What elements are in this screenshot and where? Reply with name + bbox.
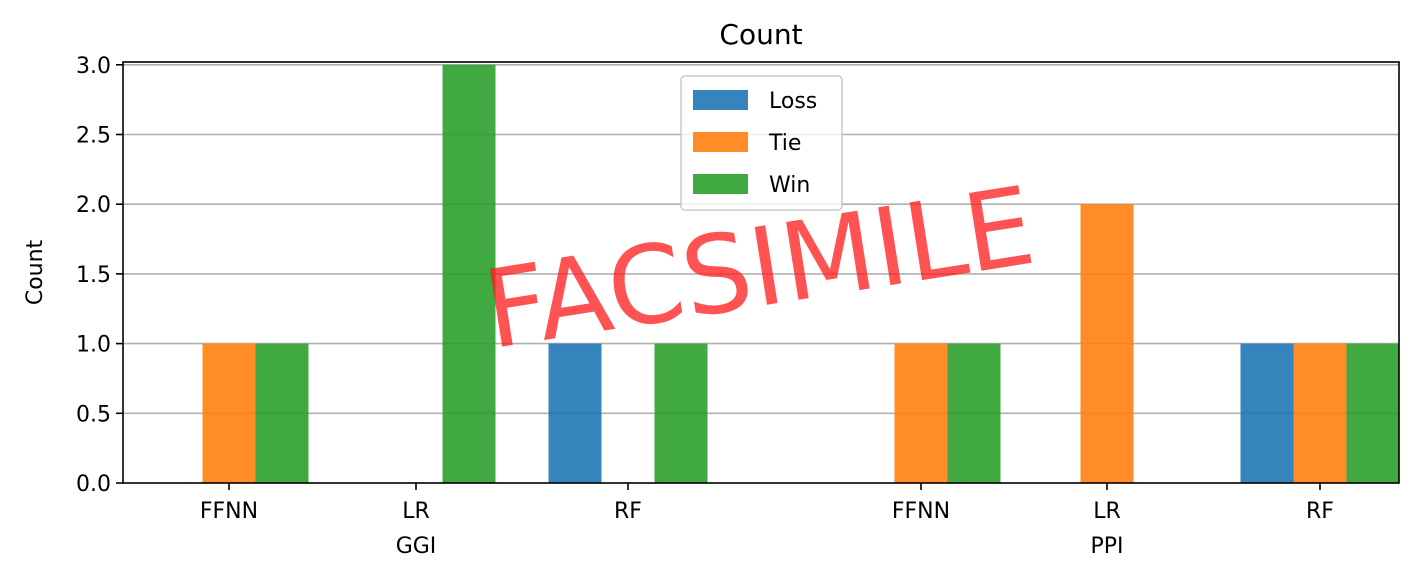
legend-label-tie: Tie — [768, 131, 801, 156]
y-tick-label: 2.5 — [76, 123, 111, 148]
x-tick-label: LR — [1093, 499, 1121, 524]
x-group-label: PPI — [1090, 534, 1123, 559]
x-group-label: GGI — [396, 534, 437, 559]
y-tick-label: 1.5 — [76, 263, 111, 288]
chart-title: Count — [719, 18, 802, 51]
bar-win — [1346, 343, 1400, 483]
y-tick-label: 3.0 — [76, 54, 111, 79]
bar-loss — [548, 343, 602, 483]
x-tick-label: LR — [402, 499, 430, 524]
legend-label-win: Win — [769, 173, 810, 198]
legend: Loss Tie Win — [680, 75, 843, 211]
x-tick-label: RF — [1306, 499, 1334, 524]
bar-win — [255, 343, 309, 483]
legend-swatch-loss — [693, 90, 748, 110]
x-tick-label: RF — [614, 499, 642, 524]
axes — [116, 61, 1400, 490]
legend-swatch-tie — [693, 132, 748, 152]
bar-win — [654, 343, 708, 483]
y-tick-label: 0.0 — [76, 472, 111, 497]
x-tick-label: FFNN — [892, 499, 950, 524]
x-tick-label: FFNN — [200, 499, 258, 524]
y-tick-label: 1.0 — [76, 333, 111, 358]
bar-win — [947, 343, 1001, 483]
bar-tie — [1080, 204, 1134, 483]
tick-labels: 0.0 0.5 1.0 1.5 2.0 2.5 3.0 FFNN LR RF GGI FFNN LR RF… — [76, 54, 1334, 559]
y-tick-label: 2.0 — [76, 193, 111, 218]
legend-label-loss: Loss — [769, 89, 817, 114]
bar-loss — [1240, 343, 1294, 483]
bar-tie — [1293, 343, 1347, 483]
bar-tie — [202, 343, 256, 483]
plot-frame — [122, 61, 1400, 484]
y-tick-label: 0.5 — [76, 402, 111, 427]
legend-swatch-win — [693, 174, 748, 194]
y-axis-label: Count — [23, 239, 48, 305]
bars — [202, 64, 1400, 483]
bar-win — [442, 64, 496, 483]
bar-tie — [894, 343, 948, 483]
